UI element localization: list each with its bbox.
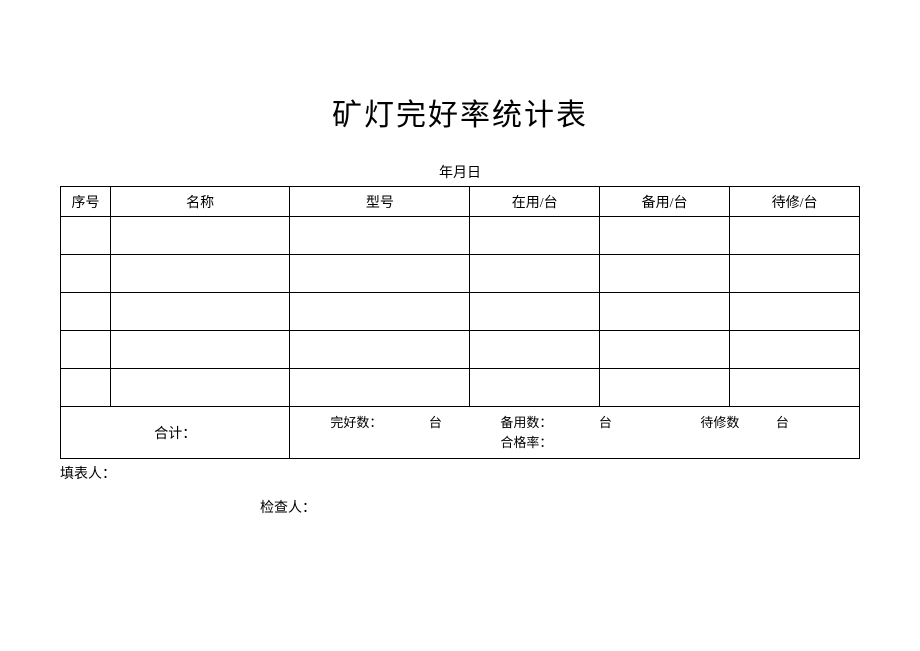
cell-seq [61,293,111,331]
header-spare: 备用/台 [600,187,730,217]
table-row [61,293,860,331]
cell-seq [61,255,111,293]
cell-repair [730,331,860,369]
cell-spare [600,217,730,255]
cell-repair [730,293,860,331]
cell-model [290,331,470,369]
cell-model [290,293,470,331]
cell-model [290,369,470,407]
cell-seq [61,331,111,369]
repair-count-unit: 台 [776,415,789,430]
footer: 填表人： 检查人： [60,463,860,517]
summary-total-label: 合计： [61,407,290,459]
cell-name [110,293,289,331]
cell-name [110,331,289,369]
header-model: 型号 [290,187,470,217]
cell-spare [600,369,730,407]
header-inuse: 在用/台 [470,187,600,217]
cell-spare [600,331,730,369]
cell-spare [600,255,730,293]
table-row [61,255,860,293]
cell-inuse [470,331,600,369]
cell-name [110,369,289,407]
cell-spare [600,293,730,331]
summary-details: 完好数： 台 备用数： 台 待修数 台 [290,407,860,459]
cell-inuse [470,217,600,255]
stats-table: 序号 名称 型号 在用/台 备用/台 待修/台 [60,186,860,459]
cell-model [290,255,470,293]
cell-repair [730,217,860,255]
cell-name [110,255,289,293]
table-row [61,369,860,407]
page-title: 矿灯完好率统计表 [0,0,920,134]
cell-repair [730,369,860,407]
cell-name [110,217,289,255]
cell-seq [61,369,111,407]
spare-count-unit: 台 [599,415,612,430]
spare-count-label: 备用数： [500,415,552,430]
cell-model [290,217,470,255]
good-count-label: 完好数： [330,415,382,430]
header-repair: 待修/台 [730,187,860,217]
table-header-row: 序号 名称 型号 在用/台 备用/台 待修/台 [61,187,860,217]
cell-seq [61,217,111,255]
good-count-unit: 台 [429,415,442,430]
table-container: 序号 名称 型号 在用/台 备用/台 待修/台 [60,186,860,459]
checker-label: 检查人： [60,497,860,517]
filler-label: 填表人： [60,463,860,483]
table-row [61,331,860,369]
summary-row: 合计： 完好数： 台 备用数： 台 待修数 [61,407,860,459]
cell-inuse [470,369,600,407]
pass-rate-label: 合格率： [500,435,552,450]
cell-inuse [470,255,600,293]
header-seq: 序号 [61,187,111,217]
header-name: 名称 [110,187,289,217]
cell-repair [730,255,860,293]
date-label: 年月日 [0,162,920,182]
table-row [61,217,860,255]
cell-inuse [470,293,600,331]
repair-count-label: 待修数 [700,415,739,430]
